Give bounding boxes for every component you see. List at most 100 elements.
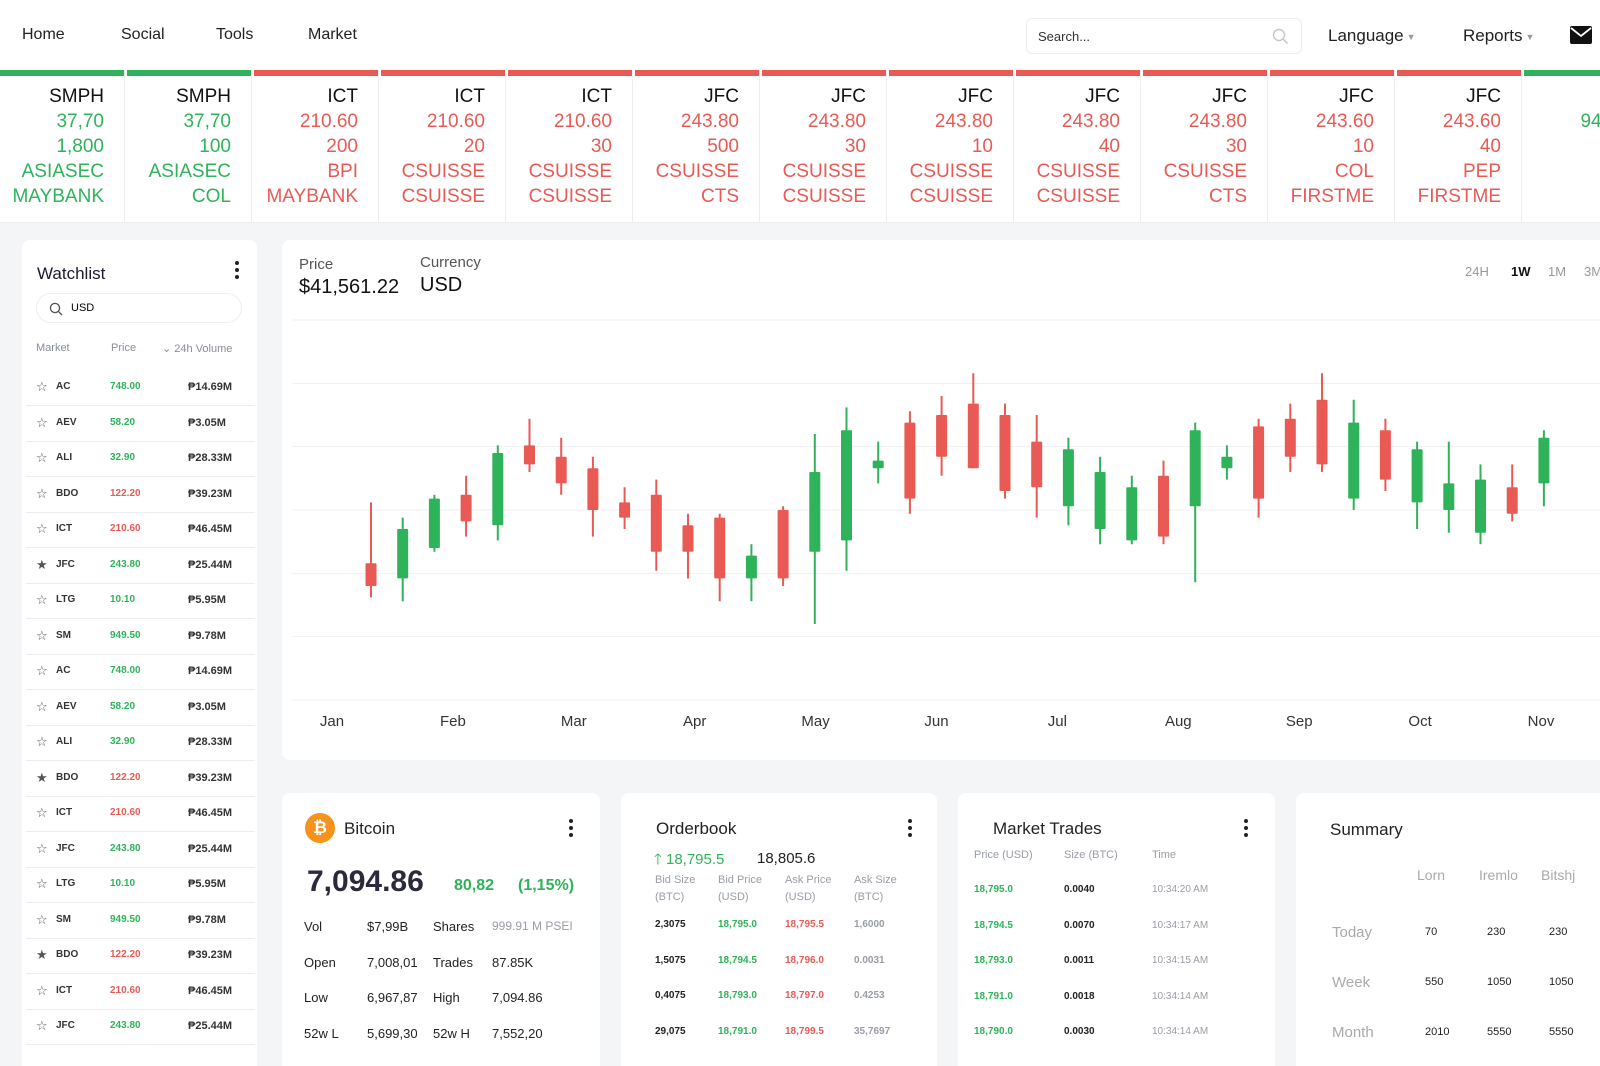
ticker-item[interactable]: S949.53EP xyxy=(1524,70,1600,222)
search-box xyxy=(1026,18,1302,54)
ticker-trend-bar xyxy=(127,70,251,76)
nav-tools-link[interactable]: Tools xyxy=(216,26,254,43)
watchlist-row[interactable]: ★ BDO 122.20 ₱39.23M xyxy=(26,761,255,797)
ticker-item[interactable]: JFC 243.60 40 PEP FIRSTME xyxy=(1397,70,1522,222)
watchlist-row[interactable]: ☆ SM 949.50 ₱9.78M xyxy=(26,903,255,939)
ticker-seller: CSUISSE xyxy=(1036,186,1120,207)
star-outline-icon[interactable]: ☆ xyxy=(36,521,48,536)
candlestick-chart[interactable]: Jan Feb Mar Apr May Jun Jul Aug Sep Oct Nov xyxy=(282,240,1600,760)
candle-body xyxy=(1158,475,1169,537)
watchlist-search-input[interactable] xyxy=(71,302,231,314)
watchlist-menu-button[interactable] xyxy=(229,259,245,281)
ticker-item[interactable]: JFC 243.80 40 CSUISSE CSUISSE xyxy=(1016,70,1141,222)
watchlist-row[interactable]: ★ JFC 243.80 ₱25.44M xyxy=(26,548,255,584)
watchlist-symbol: SM xyxy=(56,629,71,641)
ticker-symbol: JFC xyxy=(831,86,866,107)
watchlist-row[interactable]: ☆ LTG 10.10 ₱5.95M xyxy=(26,583,255,619)
orderbook-cell: 0.0031 xyxy=(854,954,885,966)
watchlist-row[interactable]: ☆ ALI 32.90 ₱28.33M xyxy=(26,441,255,477)
watchlist-symbol: AEV xyxy=(56,700,77,712)
watchlist-row[interactable]: ☆ ALI 32.90 ₱28.33M xyxy=(26,725,255,761)
watchlist-row[interactable]: ☆ AEV 58.20 ₱3.05M xyxy=(26,406,255,442)
ticker-item[interactable]: ICT 210.60 30 CSUISSE CSUISSE xyxy=(508,70,633,222)
watchlist-volume: ₱25.44M xyxy=(188,842,233,855)
star-outline-icon[interactable]: ☆ xyxy=(36,627,48,643)
star-filled-icon[interactable]: ★ xyxy=(36,556,48,572)
column-header-volume[interactable]: ⌄ 24h Volume xyxy=(162,342,232,355)
star-outline-icon[interactable]: ☆ xyxy=(36,379,48,394)
watchlist-row[interactable]: ☆ AC 748.00 ₱14.69M xyxy=(26,370,255,406)
ticker-buyer: CSUISSE xyxy=(909,161,993,182)
search-input[interactable] xyxy=(1038,29,1258,44)
reports-dropdown[interactable]: Reports ▼ xyxy=(1463,26,1534,46)
candle-body xyxy=(460,494,472,522)
mail-icon[interactable] xyxy=(1570,26,1592,44)
ticker-item[interactable]: SMPH 37,70 1,800 ASIASEC MAYBANK xyxy=(0,70,125,222)
watchlist-row[interactable]: ☆ JFC 243.80 ₱25.44M xyxy=(26,832,255,868)
timeframe-1w[interactable]: 1W xyxy=(1511,264,1531,279)
ticker-item[interactable]: JFC 243.60 10 COL FIRSTME xyxy=(1270,70,1395,222)
nav-market-link[interactable]: Market xyxy=(308,26,357,43)
orderbook-header: Ask Size (BTC) xyxy=(854,874,897,903)
star-outline-icon[interactable]: ☆ xyxy=(36,663,48,678)
ticker-item[interactable]: JFC 243.80 10 CSUISSE CSUISSE xyxy=(889,70,1014,222)
ticker-item[interactable]: SMPH 37,70 100 ASIASEC COL xyxy=(127,70,252,222)
star-outline-icon[interactable]: ☆ xyxy=(36,414,48,430)
watchlist-row[interactable]: ☆ AEV 58.20 ₱3.05M xyxy=(26,690,255,726)
watchlist-row[interactable]: ☆ SM 949.50 ₱9.78M xyxy=(26,619,255,655)
watchlist-price: 210.60 xyxy=(110,807,141,818)
watchlist-row[interactable]: ☆ ICT 210.60 ₱46.45M xyxy=(26,974,255,1010)
ticker-price: 243.80 xyxy=(680,111,739,132)
ticker-trend-bar xyxy=(381,70,505,76)
star-outline-icon[interactable]: ☆ xyxy=(36,485,48,501)
star-outline-icon[interactable]: ☆ xyxy=(36,734,48,749)
watchlist-price: 210.60 xyxy=(110,523,141,534)
watchlist-row[interactable]: ☆ ICT 210.60 ₱46.45M xyxy=(26,796,255,832)
ticker-seller: CSUISSE xyxy=(909,186,993,207)
candle-body xyxy=(1348,422,1360,499)
bitcoin-menu-button[interactable] xyxy=(563,817,579,839)
star-outline-icon[interactable]: ☆ xyxy=(36,1018,48,1033)
search-icon[interactable] xyxy=(1272,28,1289,45)
ticker-item[interactable]: JFC 243.80 30 CSUISSE CTS xyxy=(1143,70,1268,222)
star-outline-icon[interactable]: ☆ xyxy=(36,450,48,465)
watchlist-volume: ₱39.23M xyxy=(188,487,233,500)
star-outline-icon[interactable]: ☆ xyxy=(36,805,48,820)
star-outline-icon[interactable]: ☆ xyxy=(36,982,48,998)
star-outline-icon[interactable]: ☆ xyxy=(36,911,48,927)
ticker-item[interactable]: ICT 210.60 20 CSUISSE CSUISSE xyxy=(381,70,506,222)
timeframe-1m[interactable]: 1M xyxy=(1548,264,1567,279)
ticker-item[interactable]: JFC 243.80 30 CSUISSE CSUISSE xyxy=(762,70,887,222)
orderbook-menu-button[interactable] xyxy=(902,817,918,839)
nav-social-link[interactable]: Social xyxy=(121,26,165,43)
market-trades-menu-button[interactable] xyxy=(1238,817,1254,839)
star-outline-icon[interactable]: ☆ xyxy=(36,876,48,891)
language-dropdown[interactable]: Language ▼ xyxy=(1328,26,1416,46)
ticker-item[interactable]: ICT 210.60 200 BPI MAYBANK xyxy=(254,70,379,222)
timeframe-24h[interactable]: 24H xyxy=(1465,264,1489,279)
watchlist-row[interactable]: ☆ LTG 10.10 ₱5.95M xyxy=(26,867,255,903)
watchlist-row[interactable]: ☆ BDO 122.20 ₱39.23M xyxy=(26,477,255,513)
ticker-item[interactable]: JFC 243.80 500 CSUISSE CTS xyxy=(635,70,760,222)
x-axis-label: Jul xyxy=(1048,713,1067,730)
star-outline-icon[interactable]: ☆ xyxy=(36,698,48,714)
watchlist-price: 243.80 xyxy=(110,1020,141,1031)
watchlist-row[interactable]: ★ BDO 122.20 ₱39.23M xyxy=(26,938,255,974)
watchlist-row[interactable]: ☆ ICT 210.60 ₱46.45M xyxy=(26,512,255,548)
star-outline-icon[interactable]: ☆ xyxy=(36,840,48,856)
watchlist-row[interactable]: ☆ JFC 243.80 ₱25.44M xyxy=(26,1009,255,1045)
nav-home-link[interactable]: Home xyxy=(22,26,65,43)
orderbook-ref-price: 18,805.6 xyxy=(757,850,816,867)
market-trades-header: Size (BTC) xyxy=(1064,849,1118,861)
orderbook-header: Bid Price (USD) xyxy=(718,874,763,903)
stat-label: High xyxy=(433,990,460,1005)
watchlist-row[interactable]: ☆ AC 748.00 ₱14.69M xyxy=(26,654,255,690)
trade-size: 0.0011 xyxy=(1064,955,1095,966)
timeframe-3m[interactable]: 3M xyxy=(1584,264,1600,279)
star-filled-icon[interactable]: ★ xyxy=(36,947,48,962)
trade-time: 10:34:20 AM xyxy=(1152,884,1209,895)
star-outline-icon[interactable]: ☆ xyxy=(36,592,48,607)
column-header-market[interactable]: Market xyxy=(36,342,70,354)
star-filled-icon[interactable]: ★ xyxy=(36,769,48,785)
column-header-price[interactable]: Price xyxy=(111,342,137,354)
